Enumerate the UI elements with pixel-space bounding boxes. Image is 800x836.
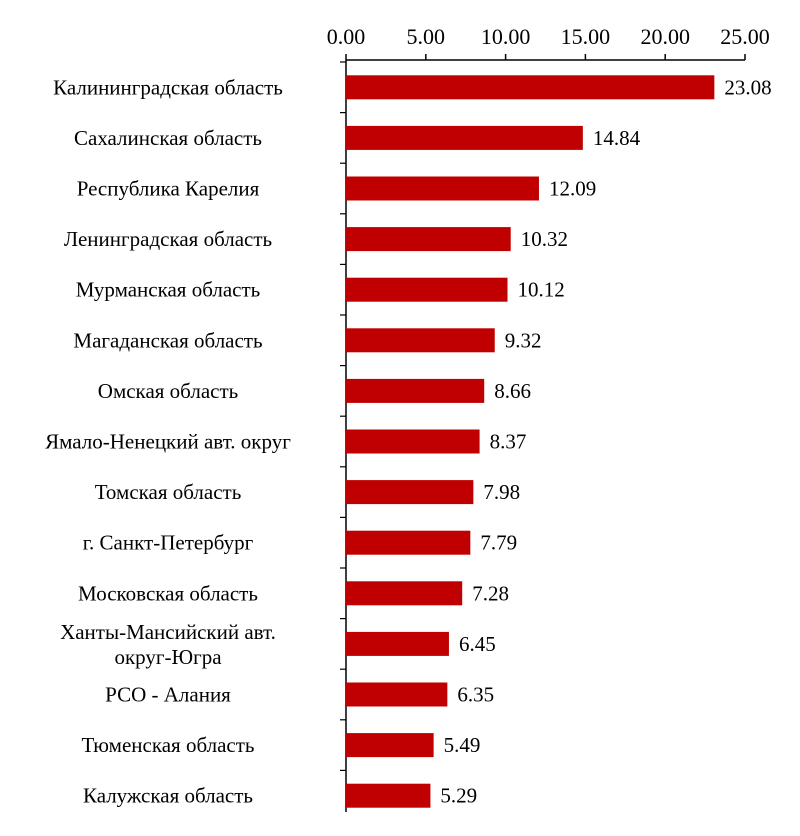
value-label: 7.28 [472, 581, 509, 605]
x-tick-label: 15.00 [561, 24, 611, 49]
x-axis: 0.00 5.00 10.00 15.00 20.00 25.00 [327, 24, 770, 61]
bar [346, 733, 434, 758]
value-label: 8.37 [490, 430, 527, 454]
bar [346, 277, 508, 302]
category-label: Ханты-Мансийский авт. округ-Югра [60, 620, 276, 669]
value-label: 14.84 [593, 126, 641, 150]
bar [346, 530, 471, 555]
category-label: Мурманская область [76, 278, 261, 302]
value-label: 6.45 [459, 632, 496, 656]
category-labels: Калининградская область Сахалинская облас… [45, 75, 291, 807]
value-label: 12.09 [549, 177, 596, 201]
value-label: 5.49 [444, 733, 481, 757]
category-label-line: округ-Югра [114, 645, 222, 669]
category-label: Калининградская область [53, 75, 283, 99]
value-labels: 23.08 14.84 12.09 10.32 10.12 9.32 8.66 8.37 7.9… [440, 75, 771, 807]
category-label: Московская область [78, 581, 258, 605]
bar [346, 581, 463, 606]
bar [346, 328, 495, 353]
category-label: Томская область [95, 480, 242, 504]
bar [346, 429, 480, 454]
bar [346, 783, 431, 808]
category-label: Сахалинская область [74, 126, 262, 150]
x-tick-label: 10.00 [481, 24, 531, 49]
category-label: Омская область [98, 379, 238, 403]
bar [346, 176, 539, 201]
category-label-line: Ханты-Мансийский авт. [60, 620, 276, 644]
x-tick-label: 25.00 [720, 24, 770, 49]
bar [346, 631, 449, 656]
category-label: Тюменская область [81, 733, 254, 757]
category-label: РСО - Алания [105, 683, 231, 707]
value-label: 5.29 [440, 784, 477, 808]
category-label: Республика Карелия [77, 177, 260, 201]
bars [346, 75, 715, 808]
bar [346, 480, 474, 505]
y-axis [340, 60, 347, 812]
bar [346, 378, 485, 403]
category-label: Калужская область [83, 784, 253, 808]
x-tick-label: 5.00 [407, 24, 446, 49]
category-label: Ленинградская область [64, 227, 272, 251]
value-label: 7.98 [483, 480, 520, 504]
bar [346, 125, 583, 150]
value-label: 23.08 [724, 75, 771, 99]
value-label: 9.32 [505, 328, 542, 352]
x-tick-label: 20.00 [640, 24, 690, 49]
value-label: 6.35 [457, 683, 494, 707]
bar [346, 227, 511, 252]
value-label: 10.12 [518, 278, 565, 302]
category-label: Ямало-Ненецкий авт. округ [45, 430, 291, 454]
x-tick-label: 0.00 [327, 24, 366, 49]
category-label: Магаданская область [73, 328, 262, 352]
bar [346, 682, 448, 707]
bar [346, 75, 715, 100]
value-label: 10.32 [521, 227, 568, 251]
value-label: 7.79 [480, 531, 517, 555]
value-label: 8.66 [494, 379, 531, 403]
category-label: г. Санкт-Петербург [83, 531, 254, 555]
